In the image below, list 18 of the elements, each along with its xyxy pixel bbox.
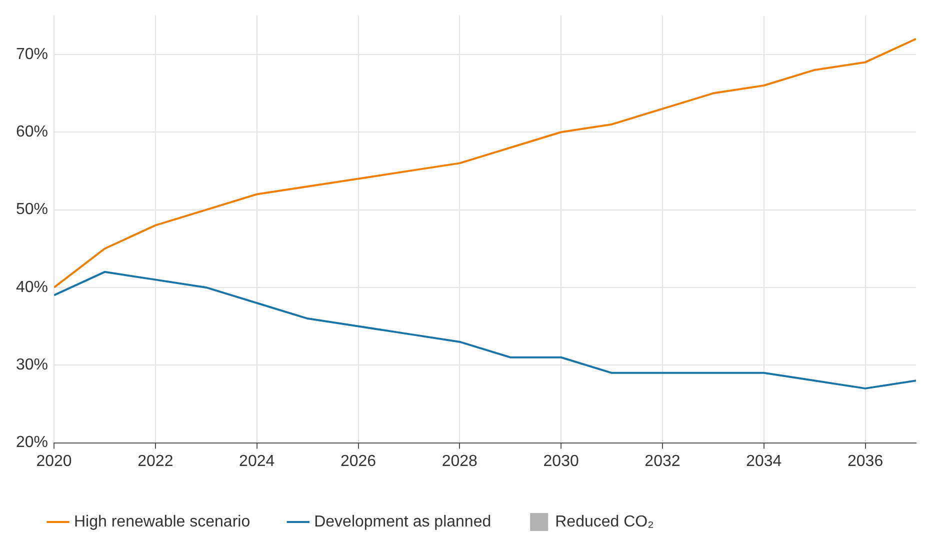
y-tick-label: 60% [16,124,48,141]
x-tick-label: 2032 [644,452,680,470]
x-tick-label: 2026 [340,452,376,470]
x-tick-label: 2020 [36,452,72,470]
x-tick-label: 2034 [746,452,782,470]
legend-label: Development as planned [314,513,492,530]
y-tick-label: 20% [16,434,48,452]
y-tick-label: 40% [16,278,48,296]
x-tick-label: 2022 [138,452,174,470]
x-tick-label: 2024 [239,452,275,470]
legend-label: Reduced CO₂ [555,513,654,530]
y-tick-label: 70% [16,46,48,63]
x-tick-label: 2028 [442,452,478,470]
y-tick-label: 30% [16,356,48,374]
legend-label: High renewable scenario [74,513,250,530]
x-tick-label: 2036 [848,452,884,470]
x-tick-label: 2030 [543,452,579,470]
y-tick-label: 50% [16,201,48,218]
